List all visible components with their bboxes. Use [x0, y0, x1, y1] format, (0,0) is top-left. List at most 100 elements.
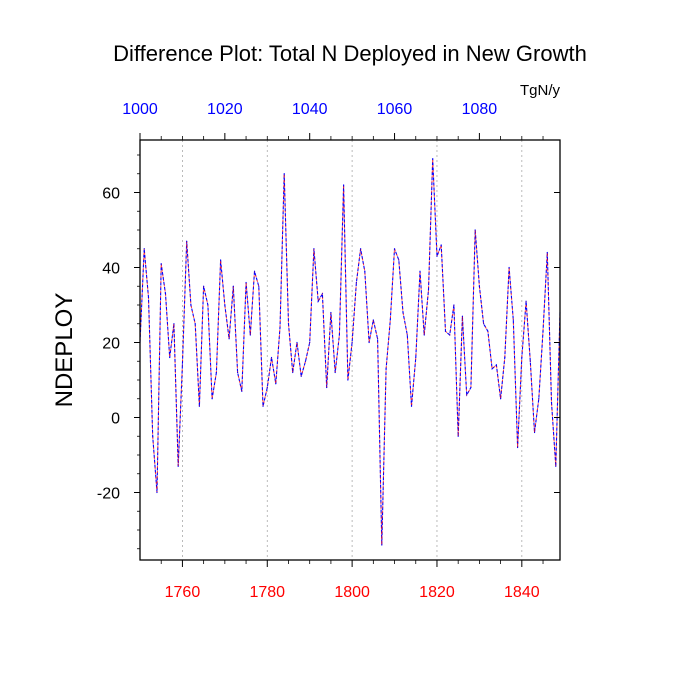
- y-tick-label: 20: [102, 336, 120, 353]
- data-point: [287, 323, 290, 325]
- data-point: [309, 341, 311, 344]
- data-point: [368, 341, 370, 344]
- data-point: [181, 364, 184, 366]
- data-point: [232, 285, 234, 287]
- data-point: [525, 300, 527, 302]
- data-point: [364, 270, 366, 272]
- data-point: [453, 304, 455, 306]
- data-point: [423, 334, 425, 336]
- data-point: [436, 255, 438, 257]
- data-point: [406, 334, 408, 336]
- data-point: [360, 248, 362, 250]
- x-bottom-tick-label: 1780: [249, 584, 285, 601]
- data-point: [160, 263, 162, 265]
- data-point: [521, 356, 523, 359]
- data-point: [470, 386, 472, 389]
- data-point: [546, 251, 548, 254]
- x-top-tick-label: 1080: [462, 101, 498, 118]
- data-point: [427, 289, 430, 291]
- data-point: [516, 446, 519, 449]
- data-point: [410, 405, 413, 407]
- data-point: [504, 356, 506, 359]
- data-point: [215, 371, 217, 374]
- data-point: [389, 319, 391, 321]
- data-point: [402, 311, 404, 314]
- data-point: [381, 544, 383, 546]
- data-point: [326, 386, 328, 389]
- data-point: [550, 401, 553, 404]
- data-point: [398, 259, 400, 261]
- data-point: [275, 383, 277, 385]
- data-point: [491, 368, 493, 370]
- data-point: [542, 330, 544, 332]
- data-point: [292, 371, 294, 374]
- axes-group: -20 0 20 40 60 1760 1780 1800 1820 1840 1000 1020 10…: [97, 101, 560, 601]
- data-point: [164, 293, 167, 295]
- data-point: [440, 244, 442, 246]
- x-bottom-tick-label: 1820: [419, 584, 455, 601]
- data-point: [304, 360, 307, 362]
- y-tick-label: 60: [102, 186, 120, 203]
- x-top-tick-label: 1060: [377, 101, 413, 118]
- data-point: [241, 390, 243, 392]
- data-point: [220, 259, 222, 261]
- data-point: [211, 398, 213, 400]
- data-point: [317, 300, 319, 302]
- data-point: [258, 285, 260, 287]
- data-point: [198, 405, 200, 407]
- y-tick-label: 40: [102, 261, 120, 278]
- data-point: [143, 248, 145, 250]
- data-point: [283, 173, 285, 175]
- data-point: [313, 248, 315, 250]
- y-axis-label: NDEPLOY: [51, 293, 78, 408]
- data-point: [538, 398, 540, 400]
- data-point: [495, 364, 497, 366]
- y-tick-label: 0: [111, 411, 120, 428]
- plot-frame: [139, 139, 561, 561]
- data-point: [343, 184, 345, 186]
- data-point: [487, 330, 489, 332]
- data-point: [478, 285, 480, 287]
- data-point: [173, 323, 175, 325]
- data-point: [483, 323, 485, 325]
- series-line-primary: [139, 158, 561, 546]
- data-point: [372, 319, 374, 321]
- data-point: [419, 270, 421, 272]
- data-point: [266, 386, 268, 389]
- data-point: [355, 281, 357, 284]
- x-bottom-tick-label: 1760: [165, 584, 201, 601]
- data-point: [228, 338, 230, 340]
- x-bottom-tick-label: 1800: [334, 584, 370, 601]
- data-point: [334, 371, 336, 374]
- data-point: [236, 371, 239, 374]
- data-point: [393, 248, 396, 250]
- data-point: [444, 330, 447, 332]
- series-line-secondary: [139, 158, 561, 546]
- data-point: [457, 435, 459, 437]
- data-point: [249, 334, 251, 336]
- data-point: [432, 158, 434, 160]
- x-top-tick-label: 1000: [122, 101, 158, 118]
- data-point: [147, 296, 150, 299]
- data-point: [156, 491, 158, 494]
- data-point: [533, 431, 536, 434]
- data-point: [376, 338, 379, 340]
- data-point: [415, 356, 417, 359]
- data-point: [177, 465, 179, 467]
- data-point: [279, 326, 281, 329]
- data-point: [262, 405, 264, 407]
- x-top-tick-label: 1020: [207, 101, 243, 118]
- data-point: [330, 311, 332, 314]
- data-point: [194, 323, 196, 325]
- data-point: [385, 368, 387, 370]
- series-group: [139, 158, 561, 546]
- units-label: TgN/y: [520, 82, 561, 99]
- data-point: [500, 398, 502, 400]
- data-point: [338, 334, 340, 336]
- data-point: [152, 435, 154, 437]
- data-point: [555, 465, 557, 467]
- data-point: [466, 394, 468, 396]
- data-point: [186, 240, 188, 242]
- data-point: [190, 304, 192, 306]
